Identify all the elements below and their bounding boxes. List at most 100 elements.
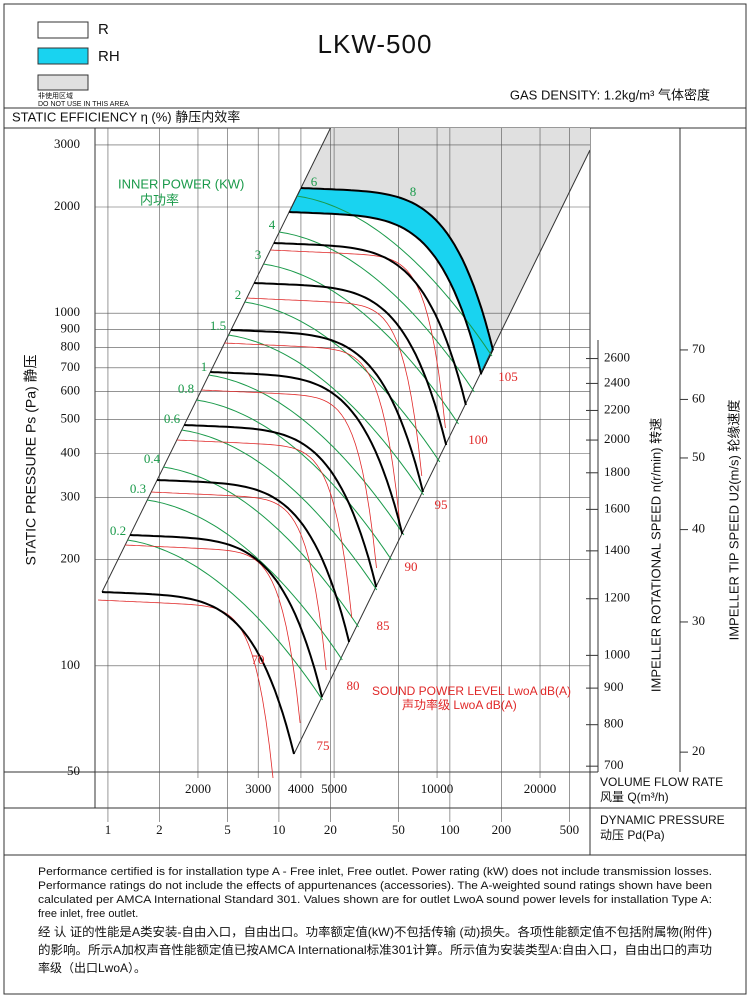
no-use-label: 非使用区域 bbox=[38, 91, 73, 100]
power-title: 内功率 bbox=[140, 192, 179, 207]
x-tick-label: 10000 bbox=[421, 781, 454, 796]
power-title: INNER POWER (KW) bbox=[118, 176, 244, 191]
speed-tick-label: 1400 bbox=[604, 542, 630, 557]
speed-tick-label: 2200 bbox=[604, 401, 630, 416]
x-tick-label: 20000 bbox=[524, 781, 557, 796]
speed-tick-label: 800 bbox=[604, 716, 624, 731]
sound-label: 100 bbox=[468, 432, 488, 447]
note-line: calculated per AMCA International Standa… bbox=[38, 894, 712, 906]
pd-tick-label: 50 bbox=[392, 822, 405, 837]
fan-curve bbox=[300, 187, 494, 351]
y-tick-label: 700 bbox=[61, 359, 81, 374]
no-use-label: DO NOT USE IN THIS AREA bbox=[38, 101, 129, 108]
legend-label: R bbox=[98, 21, 109, 38]
chart-title: LKW-500 bbox=[318, 29, 433, 59]
pd-tick-label: 500 bbox=[560, 822, 580, 837]
power-label: 0.4 bbox=[144, 451, 161, 466]
power-label: 3 bbox=[255, 247, 262, 262]
tip-tick-label: 60 bbox=[692, 390, 705, 405]
sound-label: 75 bbox=[317, 738, 330, 753]
fan-curve bbox=[210, 371, 404, 535]
y-tick-label: 800 bbox=[61, 338, 81, 353]
sound-curve bbox=[97, 599, 274, 779]
power-label: 0.3 bbox=[130, 481, 146, 496]
sound-curve bbox=[176, 439, 353, 619]
note-line: 的影响。所示A加权声音性能额定值已按AMCA International标准30… bbox=[38, 942, 712, 957]
power-curve bbox=[147, 499, 343, 661]
speed-axis-label: IMPELLER ROTATIONAL SPEED n(r/min) 转速 bbox=[648, 418, 663, 692]
x-axis-label: 风量 Q(m³/h) bbox=[600, 790, 669, 804]
note-line: Performance certified is for installatio… bbox=[38, 866, 712, 878]
y-tick-label: 1000 bbox=[54, 304, 80, 319]
legend-swatch-r bbox=[37, 21, 89, 39]
y-tick-label: 200 bbox=[61, 551, 81, 566]
power-label: 0.2 bbox=[110, 523, 126, 538]
x-tick-label: 4000 bbox=[288, 781, 314, 796]
power-curve bbox=[244, 301, 441, 463]
tip-tick-label: 20 bbox=[692, 743, 705, 758]
fan-curve bbox=[230, 329, 424, 493]
power-curve bbox=[127, 539, 324, 701]
pd-axis-label: DYNAMIC PRESSURE bbox=[600, 813, 725, 827]
power-curve bbox=[296, 195, 493, 357]
x-axis-label: VOLUME FLOW RATE bbox=[600, 775, 723, 789]
y-axis-label: STATIC PRESSURE Ps (Pa) 静压 bbox=[23, 354, 39, 565]
speed-tick-label: 1200 bbox=[604, 590, 630, 605]
boundary-line bbox=[293, 149, 591, 755]
power-label: 0.6 bbox=[164, 411, 181, 426]
fan-curve bbox=[289, 211, 483, 375]
power-curve bbox=[263, 263, 459, 425]
note-line: Performance ratings do not include the e… bbox=[38, 880, 712, 892]
pd-tick-label: 5 bbox=[224, 822, 231, 837]
sound-curve bbox=[125, 544, 301, 724]
legend-label: RH bbox=[98, 48, 120, 65]
speed-tick-label: 700 bbox=[604, 757, 624, 772]
boundary-line bbox=[101, 127, 331, 593]
legend-swatch-no-use bbox=[37, 74, 89, 91]
tip-tick-label: 50 bbox=[692, 449, 705, 464]
power-label: 0.8 bbox=[178, 381, 194, 396]
sound-curve bbox=[151, 491, 327, 671]
speed-tick-label: 900 bbox=[604, 679, 624, 694]
speed-tick-label: 2400 bbox=[604, 374, 630, 389]
speed-tick-label: 1600 bbox=[604, 500, 630, 515]
pd-tick-label: 2 bbox=[156, 822, 163, 837]
sound-title: 声功率级 LwoA dB(A) bbox=[402, 697, 517, 712]
outer-frame bbox=[3, 3, 747, 995]
y-tick-label: 400 bbox=[61, 444, 81, 459]
speed-tick-label: 1800 bbox=[604, 464, 630, 479]
power-curve bbox=[279, 231, 475, 393]
sound-curve bbox=[201, 389, 377, 569]
power-curve bbox=[228, 334, 425, 496]
power-label: 1 bbox=[201, 359, 208, 374]
efficiency-label: STATIC EFFICIENCY η (%) 静压内效率 bbox=[12, 109, 240, 124]
fan-curve bbox=[273, 242, 467, 406]
sound-label: 95 bbox=[435, 497, 448, 512]
pd-tick-label: 10 bbox=[272, 822, 285, 837]
tip-tick-label: 40 bbox=[692, 521, 705, 536]
y-tick-label: 3000 bbox=[54, 136, 80, 151]
fan-curve bbox=[254, 282, 448, 446]
legend-swatch-rh bbox=[37, 47, 89, 65]
power-label: 2 bbox=[235, 287, 242, 302]
power-label: 1.5 bbox=[210, 318, 226, 333]
x-tick-label: 5000 bbox=[321, 781, 347, 796]
y-tick-label: 500 bbox=[61, 410, 81, 425]
speed-tick-label: 1000 bbox=[604, 646, 630, 661]
pd-tick-label: 1 bbox=[105, 822, 112, 837]
pd-tick-label: 20 bbox=[324, 822, 337, 837]
y-tick-label: 100 bbox=[61, 657, 81, 672]
power-curve bbox=[208, 374, 405, 536]
power-curve bbox=[181, 429, 378, 591]
sound-label: 105 bbox=[498, 369, 518, 384]
no-use-region bbox=[301, 128, 590, 350]
x-tick-label: 3000 bbox=[245, 781, 271, 796]
sound-label: 80 bbox=[347, 678, 360, 693]
power-label: 8 bbox=[410, 184, 417, 199]
sound-curve bbox=[270, 249, 446, 429]
sound-label: 70 bbox=[252, 652, 265, 667]
x-tick-label: 2000 bbox=[185, 781, 211, 796]
note-line: free inlet, free outlet. bbox=[38, 908, 138, 920]
pd-axis-label: 动压 Pd(Pa) bbox=[600, 828, 665, 842]
